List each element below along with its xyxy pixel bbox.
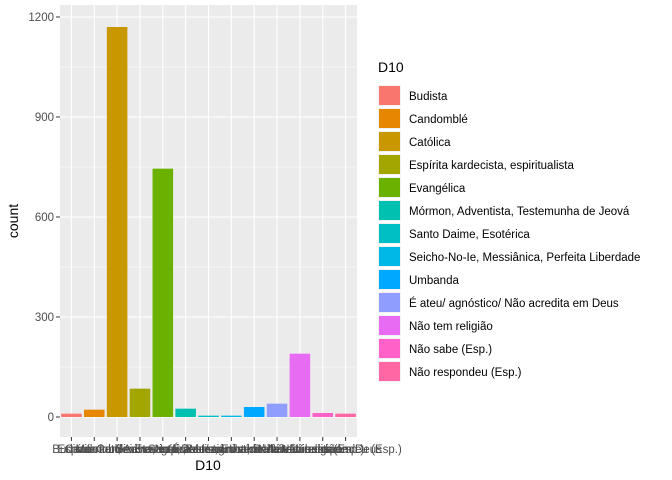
y-tick-label: 0 [48, 412, 54, 424]
bar [106, 27, 128, 417]
x-tick-label: Não sabe (Esp.) [281, 444, 364, 456]
bar [289, 353, 311, 417]
y-tick-label: 300 [35, 312, 54, 324]
x-tick-label: Não tem religião [258, 444, 342, 456]
y-tick-label: 900 [35, 112, 54, 124]
legend-label: Católica [409, 137, 451, 149]
bar [175, 408, 196, 417]
legend-label: Budista [409, 91, 448, 103]
x-tick-label: Seicho-No-Ie, Messiânica, Perfeita Liber… [116, 444, 347, 456]
legend-key [379, 247, 400, 266]
legend-key [379, 178, 400, 197]
legend-key [379, 316, 400, 335]
legend-label: Seicho-No-Ie, Messiânica, Perfeita Liber… [409, 252, 640, 264]
bar [152, 168, 174, 417]
legend-label: Espírita kardecista, espiritualista [409, 160, 575, 172]
legend: Budista Candomblé Católica Espírita kardeci… [378, 85, 640, 382]
legend-label: Santo Daime, Esotérica [409, 229, 530, 241]
bar [83, 409, 105, 417]
x-tick-label: Santo Daime, Esotérica [148, 444, 269, 456]
x-tick-label: Espírita kardecista, espiritualista [58, 444, 224, 456]
legend-label: É ateu/ agnóstico/ Não acredita em Deus [409, 297, 619, 310]
x-axis-title: D10 [195, 457, 221, 473]
legend-key [379, 224, 400, 243]
y-tick-label: 600 [35, 212, 54, 224]
x-tick-label: É ateu/ agnóstico/ Não acredita em Deus [172, 443, 382, 456]
bar [129, 388, 151, 417]
x-tick-label: Umbanda [229, 444, 279, 456]
bar [312, 413, 334, 417]
bar [266, 403, 288, 417]
legend-key [379, 362, 400, 381]
legend-title: D10 [378, 59, 404, 75]
x-tick-label: Católica [96, 444, 138, 456]
y-axis-title: count [5, 204, 21, 238]
legend-key [379, 201, 400, 220]
legend-label: Não sabe (Esp.) [409, 344, 492, 356]
x-tick-label: Mórmon, Adventista, Testemunha de Jeová [75, 444, 296, 456]
bar [221, 415, 242, 417]
legend-key [379, 339, 400, 358]
bar [61, 413, 82, 417]
bar [243, 407, 265, 417]
legend-key [379, 270, 400, 289]
legend-label: Umbanda [409, 275, 459, 287]
y-axis-ticks: 0 300 600 900 1200 [28, 12, 60, 424]
legend-key [379, 86, 400, 105]
bar [335, 413, 356, 417]
legend-label: Não respondeu (Esp.) [409, 367, 522, 379]
y-tick-label: 1200 [28, 12, 54, 24]
x-tick-label: Evangélica [135, 444, 192, 456]
legend-label: Mórmon, Adventista, Testemunha de Jeová [409, 206, 630, 218]
legend-key [379, 293, 400, 312]
legend-key [379, 109, 400, 128]
x-tick-label: Budista [52, 444, 91, 456]
x-tick-label: Candomblé [65, 444, 124, 456]
legend-key [379, 132, 400, 151]
legend-label: Não tem religião [409, 321, 493, 333]
bars [61, 27, 356, 417]
legend-label: Candomblé [409, 114, 468, 126]
legend-key [379, 155, 400, 174]
x-tick-label: Não respondeu (Esp.) [289, 444, 402, 456]
legend-label: Evangélica [409, 183, 466, 195]
bar [198, 415, 219, 417]
